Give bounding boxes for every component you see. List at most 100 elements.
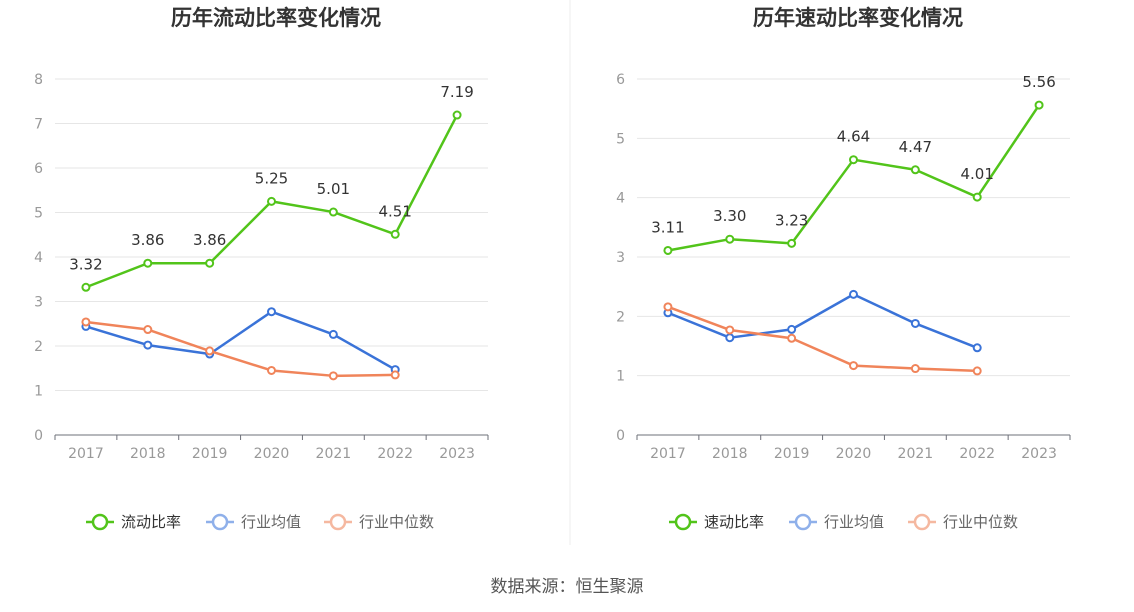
legend-marker <box>329 513 347 531</box>
data-label: 3.30 <box>713 207 746 225</box>
data-point <box>1034 100 1044 110</box>
data-point <box>390 229 400 239</box>
series-line <box>85 320 396 378</box>
data-point <box>972 366 982 376</box>
data-label: 3.23 <box>775 211 808 229</box>
data-point <box>787 324 797 334</box>
chart-title: 历年速动比率变化情况 <box>753 6 963 30</box>
x-tick-label: 2022 <box>959 446 995 462</box>
data-label: 4.51 <box>379 202 412 220</box>
data-point <box>849 155 858 165</box>
y-tick-label: 3 <box>34 295 43 311</box>
data-label: 7.19 <box>440 83 473 101</box>
y-tick-label: 1 <box>34 384 43 400</box>
data-point <box>910 364 920 374</box>
legend-label: 行业中位数 <box>359 513 434 531</box>
quick-ratio-chart: 历年速动比率变化情况 0 1 2 3 4 5 6 2017 2018 2019 2020 2021 202… <box>616 6 1071 531</box>
data-point <box>267 196 276 206</box>
legend-marker <box>211 513 229 531</box>
data-point <box>725 333 735 343</box>
y-tick-label: 6 <box>616 72 625 88</box>
data-point <box>205 346 215 356</box>
data-point <box>725 325 735 335</box>
y-tick-label: 5 <box>34 206 43 222</box>
legend-item[interactable]: 行业均值 <box>206 513 301 531</box>
chart-title: 历年流动比率变化情况 <box>171 6 381 30</box>
x-tick-label: 2021 <box>898 446 934 462</box>
y-tick-label: 0 <box>34 428 43 444</box>
data-point <box>787 333 797 343</box>
data-point <box>143 325 153 335</box>
y-tick-label: 7 <box>34 117 43 133</box>
legend-item[interactable]: 行业均值 <box>789 513 884 531</box>
data-label: 4.64 <box>837 128 870 146</box>
data-point <box>328 207 338 217</box>
data-label: 4.47 <box>899 138 932 156</box>
data-point <box>787 238 797 248</box>
x-tick-label: 2023 <box>1021 446 1057 462</box>
data-point <box>143 340 153 350</box>
y-tick-label: 4 <box>34 250 43 266</box>
y-tick-label: 6 <box>34 161 43 177</box>
data-point <box>205 258 215 268</box>
legend-item[interactable]: 速动比率 <box>669 513 764 531</box>
data-point <box>328 371 338 381</box>
x-tick-label: 2020 <box>836 446 872 462</box>
legend-label: 速动比率 <box>704 513 764 531</box>
data-point <box>849 289 858 299</box>
series-line <box>85 310 396 371</box>
y-tick-label: 5 <box>616 131 625 147</box>
data-label: 4.01 <box>961 165 994 183</box>
legend-label: 行业中位数 <box>943 513 1018 531</box>
legend-marker <box>91 513 109 531</box>
data-point <box>972 192 982 202</box>
data-label: 3.86 <box>131 231 164 249</box>
x-tick-label: 2017 <box>650 446 686 462</box>
data-label: 3.32 <box>69 255 102 273</box>
y-tick-label: 1 <box>616 369 625 385</box>
legend-marker <box>913 513 931 531</box>
data-point <box>143 258 153 268</box>
data-label: 5.56 <box>1022 73 1055 91</box>
data-point <box>972 343 982 353</box>
x-tick-label: 2023 <box>439 446 475 462</box>
x-tick-label: 2019 <box>192 446 228 462</box>
legend-marker <box>794 513 812 531</box>
data-point <box>452 110 462 120</box>
data-point <box>267 365 276 375</box>
y-tick-label: 8 <box>34 72 43 88</box>
legend-item[interactable]: 流动比率 <box>86 513 181 531</box>
x-tick-label: 2017 <box>68 446 104 462</box>
data-label: 5.25 <box>255 169 288 187</box>
legend-label: 行业均值 <box>824 513 884 531</box>
data-point <box>910 165 920 175</box>
y-tick-label: 0 <box>616 428 625 444</box>
legend-item[interactable]: 行业中位数 <box>908 513 1018 531</box>
data-label: 3.86 <box>193 231 226 249</box>
data-label: 3.11 <box>651 218 684 236</box>
x-tick-label: 2018 <box>130 446 166 462</box>
x-tick-label: 2019 <box>774 446 810 462</box>
data-point <box>725 234 735 244</box>
legend-label: 行业均值 <box>241 513 301 531</box>
legend-label: 流动比率 <box>121 513 181 531</box>
y-tick-label: 4 <box>616 191 625 207</box>
current-ratio-chart: 历年流动比率变化情况 0 1 2 3 4 5 6 7 8 2017 2018 2019 2020 2021 2… <box>34 6 489 531</box>
x-tick-label: 2020 <box>254 446 290 462</box>
data-point <box>663 302 673 312</box>
legend-item[interactable]: 行业中位数 <box>324 513 434 531</box>
series-line <box>667 305 978 373</box>
data-point <box>267 307 276 317</box>
data-point <box>81 282 91 292</box>
data-point <box>663 245 673 255</box>
y-tick-label: 3 <box>616 250 625 266</box>
x-tick-label: 2021 <box>316 446 352 462</box>
data-point <box>910 318 920 328</box>
y-tick-label: 2 <box>34 339 43 355</box>
data-point <box>390 370 400 380</box>
data-point <box>81 317 91 327</box>
x-tick-label: 2022 <box>377 446 413 462</box>
data-point <box>849 361 858 371</box>
source-note: 数据来源：恒生聚源 <box>491 577 644 597</box>
